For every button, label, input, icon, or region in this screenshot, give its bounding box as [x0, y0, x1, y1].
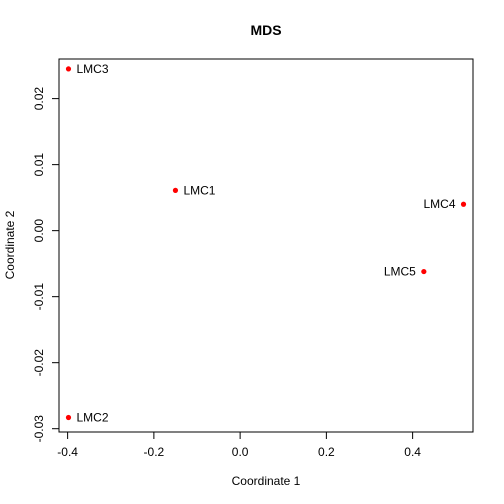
y-tick-label: 0.02 — [32, 87, 46, 111]
x-tick-label: 0.0 — [232, 445, 249, 459]
x-axis: -0.4 -0.2 0.0 0.2 0.4 — [57, 432, 421, 459]
point-label-lmc5: LMC5 — [384, 265, 416, 279]
y-axis: -0.03 -0.02 -0.01 0.00 0.01 0.02 — [32, 87, 59, 443]
data-point-lmc2 — [65, 414, 72, 421]
point-label-lmc4: LMC4 — [423, 197, 455, 211]
data-point-lmc5 — [421, 268, 427, 275]
data-point-lmc3 — [65, 66, 72, 72]
point-label-lmc2: LMC2 — [76, 410, 108, 424]
point-label-lmc1: LMC1 — [183, 183, 215, 197]
y-tick-label: -0.02 — [32, 349, 46, 377]
x-tick-label: -0.4 — [57, 445, 78, 459]
x-tick-label: 0.2 — [318, 445, 335, 459]
point-label-lmc3: LMC3 — [76, 62, 108, 76]
y-axis-label: Coordinate 2 — [3, 210, 17, 279]
plot-frame — [58, 58, 474, 433]
y-tick-label: -0.01 — [32, 283, 46, 311]
data-point-lmc4 — [460, 201, 467, 207]
data-point-lmc1 — [172, 187, 179, 193]
y-tick-label: 0.01 — [32, 153, 46, 177]
data-points: LMC1 LMC2 LMC3 LMC4 LMC5 — [65, 62, 467, 424]
x-tick-label: -0.2 — [144, 445, 165, 459]
y-tick-label: -0.03 — [32, 415, 46, 443]
x-axis-label: Coordinate 1 — [232, 474, 301, 488]
x-tick-label: 0.4 — [404, 445, 421, 459]
chart-title: MDS — [250, 22, 281, 38]
y-tick-label: 0.00 — [32, 219, 46, 243]
